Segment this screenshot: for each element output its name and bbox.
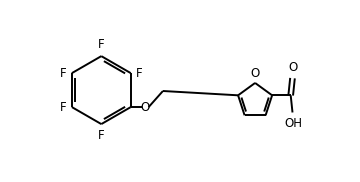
Text: F: F (136, 67, 143, 80)
Text: F: F (98, 38, 105, 51)
Text: F: F (98, 129, 105, 143)
Text: O: O (251, 67, 260, 80)
Text: OH: OH (284, 117, 302, 130)
Text: O: O (289, 61, 298, 74)
Text: F: F (60, 67, 67, 80)
Text: O: O (140, 101, 150, 114)
Text: F: F (60, 101, 67, 114)
